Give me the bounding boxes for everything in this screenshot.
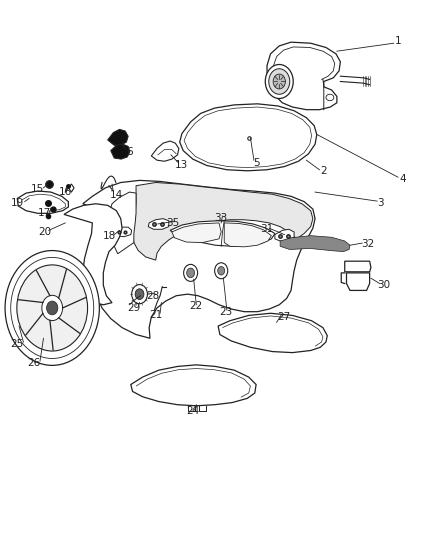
Text: 25: 25 (11, 338, 24, 349)
Text: 30: 30 (378, 280, 391, 290)
Circle shape (11, 257, 94, 359)
Polygon shape (345, 261, 371, 272)
Circle shape (273, 74, 286, 89)
Text: 28: 28 (146, 290, 159, 301)
Polygon shape (170, 221, 275, 246)
Text: 24: 24 (186, 406, 199, 416)
Text: 17: 17 (38, 208, 51, 219)
Ellipse shape (326, 94, 334, 101)
Text: 20: 20 (38, 227, 51, 237)
Text: 35: 35 (166, 218, 180, 228)
Text: 27: 27 (277, 312, 290, 322)
Text: 3: 3 (377, 198, 384, 208)
Polygon shape (17, 191, 68, 213)
Polygon shape (224, 223, 272, 247)
Text: 15: 15 (31, 184, 44, 195)
Polygon shape (151, 141, 179, 161)
Circle shape (132, 285, 148, 304)
Text: 14: 14 (110, 190, 123, 200)
Text: 23: 23 (219, 306, 232, 317)
Circle shape (187, 268, 194, 278)
Polygon shape (115, 227, 132, 237)
Text: 33: 33 (215, 213, 228, 223)
Polygon shape (64, 204, 122, 305)
Circle shape (218, 266, 225, 275)
Polygon shape (109, 192, 136, 254)
Text: 19: 19 (11, 198, 24, 208)
Circle shape (135, 289, 144, 300)
Text: 29: 29 (127, 303, 141, 313)
Polygon shape (172, 223, 221, 243)
Text: 32: 32 (361, 239, 374, 249)
Text: 2: 2 (321, 166, 327, 176)
Text: 16: 16 (59, 187, 72, 197)
Circle shape (5, 251, 99, 366)
Text: 18: 18 (102, 231, 116, 241)
Polygon shape (180, 104, 317, 171)
Text: 6: 6 (126, 147, 133, 157)
Polygon shape (346, 273, 370, 290)
Polygon shape (111, 144, 130, 159)
Text: 21: 21 (149, 310, 162, 320)
Polygon shape (133, 182, 313, 260)
Text: 31: 31 (261, 224, 274, 235)
Circle shape (184, 264, 198, 281)
Circle shape (42, 295, 63, 320)
Circle shape (17, 265, 88, 351)
Text: 4: 4 (399, 174, 406, 184)
Polygon shape (131, 365, 256, 406)
Text: 5: 5 (253, 158, 259, 168)
Circle shape (265, 64, 293, 99)
Polygon shape (218, 313, 327, 353)
Circle shape (46, 301, 58, 315)
Text: 26: 26 (27, 358, 40, 368)
Circle shape (269, 69, 290, 94)
Polygon shape (83, 180, 315, 338)
Text: 22: 22 (190, 301, 203, 311)
Polygon shape (148, 219, 169, 229)
Polygon shape (267, 42, 340, 110)
Text: 1: 1 (395, 36, 401, 45)
Text: 13: 13 (175, 160, 188, 171)
Polygon shape (280, 236, 350, 252)
Circle shape (215, 263, 228, 279)
Polygon shape (275, 229, 294, 241)
Polygon shape (108, 130, 128, 146)
